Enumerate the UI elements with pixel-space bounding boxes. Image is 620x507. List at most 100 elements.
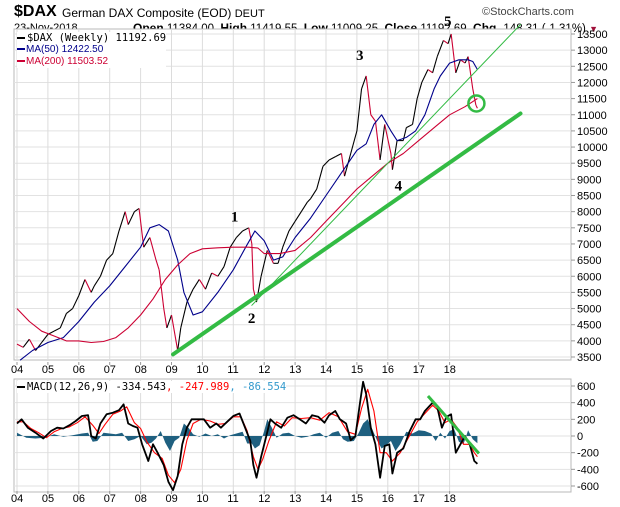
dax-price-segment [340,153,346,177]
macd-xtick-label: 10 [196,493,208,505]
dax-price-segment [186,288,194,303]
dax-price-segment [211,272,219,277]
dax-price-segment [361,75,367,90]
dax-price-segment [93,275,101,287]
macd-xtick-label: 16 [382,493,394,505]
price-ytick-label: 11000 [577,110,607,122]
dax-price-segment [149,237,157,261]
dax-price-segment [180,301,188,329]
dax-price-segment [260,250,268,277]
dax-price-segment [427,69,433,74]
macd-xtick-label: 04 [11,493,23,505]
dax-price-segment [53,327,61,332]
dax-price-segment [379,124,386,161]
dax-price-segment [443,40,449,45]
price-ytick-label: 9500 [577,158,601,170]
ma50-line [19,59,478,361]
dax-price-segment [118,211,126,232]
legend-dax-name: $DAX (Weekly) [27,32,110,44]
price-ytick-label: 12000 [577,77,608,89]
price-ytick-label: 8500 [577,191,601,203]
price-ytick-label: 3500 [577,352,601,364]
legend-ma50-value: 12422.50 [61,44,104,55]
symbol: $DAX [14,3,57,20]
dax-price-segment [229,237,237,248]
price-ytick-label: 5000 [577,304,601,316]
dax-price-segment [277,247,284,264]
macd-ytick-label: 200 [577,414,595,426]
dax-price-segment [138,208,145,248]
legend-hist-value-wrap: , -86.554 [229,381,287,393]
dax-price-segment [467,56,474,89]
dax-price-segment [166,314,173,329]
dax-price-segment [127,211,135,225]
dax-price-segment [288,221,296,232]
wave-label-1: 1 [231,209,239,225]
legend-ma50-name: MA(50) [26,44,59,55]
down-arrow-icon: ▼ [589,24,598,34]
dax-price-segment [356,88,363,131]
dax-price-segment [406,123,413,129]
dax-price-segment [384,124,392,154]
dax-price-segment [344,153,352,177]
dax-price-segment [460,59,466,64]
wave-label-5: 5 [444,14,452,30]
dax-price-segment [134,207,140,213]
inner-support-trendline [251,23,521,306]
legend-signal-value: -247.989 [178,381,230,393]
dax-price-segment [72,295,80,309]
price-ytick-label: 4000 [577,336,601,348]
security-full-name: German DAX Composite (EOD) [62,6,232,20]
dax-price-segment [248,227,253,245]
wave-label-2: 2 [248,311,256,327]
price-ytick-label: 10500 [577,126,608,138]
price-xtick-label: 14 [320,364,332,376]
macd-xtick-label: 17 [413,493,425,505]
macd-xtick-label: 06 [73,493,85,505]
dax-price-segment [455,59,461,73]
dax-price-segment [350,130,358,154]
wave-label-4: 4 [395,179,403,195]
price-xtick-label: 13 [289,364,301,376]
dax-price-segment [41,334,49,343]
exchange: DEUT [234,8,265,20]
dax-price-segment [66,308,73,314]
long-term-support-trendline [171,111,523,357]
dax-price-segment [436,40,444,57]
macd-xtick-label: 12 [258,493,270,505]
dax-price-segment [294,211,302,222]
dax-price-segment [316,166,324,190]
dax-price-segment [365,75,372,115]
macd-xtick-label: 13 [289,493,301,505]
legend-ma200-swatch [17,60,25,63]
macd-histogram [17,419,478,451]
price-ytick-label: 13000 [577,45,608,57]
legend-dax-swatch [17,37,25,39]
price-xtick-label: 12 [258,364,270,376]
dax-price-segment [390,153,393,170]
macd-ytick-label: 600 [577,381,595,393]
wave-label-3: 3 [356,48,364,64]
dax-price-segment [251,243,254,290]
price-ytick-label: 13500 [577,29,608,41]
macd-ytick-label: 0 [577,431,583,443]
price-xtick-label: 09 [166,364,178,376]
dax-price-segment [22,338,30,348]
dax-price-segment [35,342,43,351]
macd-resistance-trendline [426,395,481,455]
macd-xtick-label: 08 [135,493,147,505]
dax-price-segment [78,279,86,296]
price-xtick-label: 05 [42,364,54,376]
dax-price-segment [192,279,200,290]
dax-price-segment [177,327,182,351]
dax-price-segment [242,227,250,232]
price-ytick-label: 7000 [577,239,601,251]
dax-price-segment [310,188,318,200]
legend-ma50-swatch [17,48,25,51]
dax-price-segment [90,285,95,293]
credit[interactable]: ©StockCharts.com [482,6,574,18]
price-xtick-label: 08 [135,364,147,376]
legend-ma200-name: MA(200) [26,56,65,67]
dax-price-segment [217,266,225,277]
